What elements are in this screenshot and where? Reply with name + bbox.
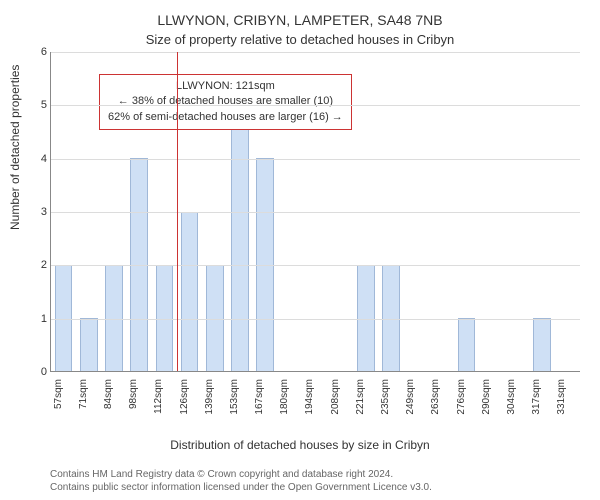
gridline [51,52,580,53]
y-tick-label: 5 [31,99,47,111]
x-tick-label: 112sqm [153,379,164,414]
x-tick-label: 139sqm [204,379,215,415]
x-tick-label: 208sqm [330,379,341,415]
reference-line [177,52,178,371]
x-tick-label: 84sqm [103,379,114,409]
footer-attribution: Contains HM Land Registry data © Crown c… [50,468,432,494]
x-tick-label: 304sqm [506,379,517,415]
x-tick-label: 194sqm [304,379,315,415]
y-tick-label: 0 [31,366,47,378]
y-tick-label: 6 [31,46,47,58]
bar [458,318,476,371]
x-tick-label: 71sqm [78,379,89,409]
x-tick-label: 153sqm [229,379,240,415]
x-tick-label: 235sqm [380,379,391,415]
x-axis-label: Distribution of detached houses by size … [0,438,600,452]
y-tick-label: 1 [31,313,47,325]
x-tick-label: 221sqm [355,379,366,415]
footer-line-1: Contains HM Land Registry data © Crown c… [50,468,432,481]
x-tick-label: 317sqm [531,379,542,415]
y-tick-label: 4 [31,153,47,165]
chart-subtitle: Size of property relative to detached ho… [0,32,600,47]
x-tick-label: 331sqm [556,379,567,415]
gridline [51,212,580,213]
annotation-box: LLWYNON: 121sqm ← 38% of detached houses… [99,74,352,130]
bar [533,318,551,371]
plot-area: 57sqm71sqm84sqm98sqm112sqm126sqm139sqm15… [50,52,580,372]
gridline [51,159,580,160]
y-tick-label: 3 [31,206,47,218]
y-axis-label: Number of detached properties [8,65,22,230]
annotation-line-3: 62% of semi-detached houses are larger (… [108,110,343,125]
annotation-line-1: LLWYNON: 121sqm [108,79,343,94]
bar [80,318,98,371]
x-tick-label: 57sqm [53,379,64,409]
x-tick-label: 126sqm [179,379,190,415]
x-tick-label: 263sqm [430,379,441,415]
annotation-line-2: ← 38% of detached houses are smaller (10… [108,94,343,109]
y-tick-label: 2 [31,259,47,271]
gridline [51,265,580,266]
x-tick-label: 290sqm [481,379,492,415]
bar [181,212,199,372]
gridline [51,319,580,320]
gridline [51,105,580,106]
x-tick-label: 180sqm [279,379,290,415]
x-tick-label: 98sqm [128,379,139,409]
chart-title: LLWYNON, CRIBYN, LAMPETER, SA48 7NB [0,12,600,28]
x-tick-label: 167sqm [254,379,265,415]
x-tick-label: 276sqm [456,379,467,415]
bar [231,105,249,371]
chart-container: LLWYNON, CRIBYN, LAMPETER, SA48 7NB Size… [0,0,600,500]
footer-line-2: Contains public sector information licen… [50,481,432,494]
x-tick-label: 249sqm [405,379,416,415]
